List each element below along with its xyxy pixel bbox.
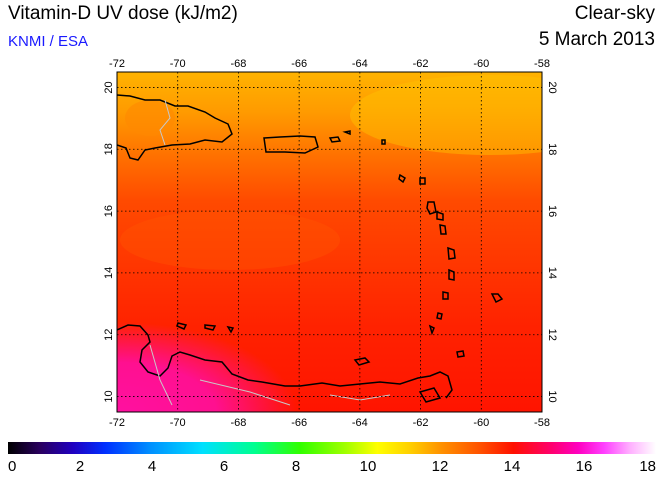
- credit-label: KNMI / ESA: [8, 33, 89, 50]
- lon-tick-label-bottom: -58: [534, 417, 550, 429]
- lat-tick-label-left: 14: [103, 267, 115, 279]
- color-scale-label: 16: [575, 458, 593, 475]
- color-scale-label: 12: [431, 458, 449, 475]
- lon-tick-label-bottom: -60: [473, 417, 489, 429]
- map-frame: [116, 71, 543, 413]
- color-scale-label: 6: [219, 458, 229, 475]
- lon-tick-label-top: -64: [352, 58, 368, 70]
- lon-tick-label-bottom: -66: [291, 417, 307, 429]
- color-scale-label: 10: [359, 458, 377, 475]
- lon-tick-label-bottom: -64: [352, 417, 368, 429]
- lat-tick-label-right: 20: [546, 81, 558, 93]
- color-scale-label: 18: [639, 458, 656, 475]
- color-scale-label: 8: [291, 458, 301, 475]
- map-title: Vitamin-D UV dose (kJ/m2): [8, 3, 238, 24]
- lat-tick-label-left: 20: [103, 81, 115, 93]
- color-scale-label: 4: [147, 458, 157, 475]
- lat-tick-label-right: 14: [546, 267, 558, 279]
- color-scale-bar: [8, 442, 656, 454]
- color-scale-label: 14: [503, 458, 521, 475]
- lat-tick-label-left: 12: [103, 329, 115, 341]
- lat-tick-label-right: 10: [546, 390, 558, 402]
- color-scale-label: 2: [75, 458, 85, 475]
- lat-tick-label-left: 10: [103, 390, 115, 402]
- uv-dose-map: -72 -70 -68 -66 -64 -62 -60 -58 -72 -70 -68 -66 -64…: [103, 58, 558, 429]
- lon-ticks-top: -72 -70 -68 -66 -64 -62 -60 -58: [109, 58, 550, 70]
- lon-tick-label-top: -68: [230, 58, 246, 70]
- lon-tick-label-top: -72: [109, 58, 125, 70]
- lon-tick-label-top: -70: [170, 58, 186, 70]
- product-label: Clear-sky: [574, 3, 655, 24]
- date-label: 5 March 2013: [538, 29, 655, 50]
- lon-tick-label-bottom: -68: [230, 417, 246, 429]
- lon-ticks-bottom: -72 -70 -68 -66 -64 -62 -60 -58: [109, 417, 550, 429]
- lat-lon-grid: [117, 72, 542, 412]
- lon-tick-label-bottom: -72: [109, 417, 125, 429]
- lat-ticks-left: 10 12 14 16 18 20: [103, 81, 115, 402]
- lat-tick-label-left: 18: [103, 143, 115, 155]
- lon-tick-label-top: -66: [291, 58, 307, 70]
- lat-tick-label-right: 12: [546, 329, 558, 341]
- lon-tick-label-top: -60: [473, 58, 489, 70]
- lon-tick-label-top: -58: [534, 58, 550, 70]
- lon-tick-label-bottom: -62: [413, 417, 429, 429]
- lat-tick-label-right: 18: [546, 143, 558, 155]
- coastlines: [117, 94, 504, 403]
- color-scale-label: 0: [8, 458, 17, 475]
- lat-ticks-right: 10 12 14 16 18 20: [546, 81, 558, 402]
- lon-tick-label-bottom: -70: [170, 417, 186, 429]
- lat-tick-label-left: 16: [103, 205, 115, 217]
- lat-tick-label-right: 16: [546, 205, 558, 217]
- lon-tick-label-top: -62: [413, 58, 429, 70]
